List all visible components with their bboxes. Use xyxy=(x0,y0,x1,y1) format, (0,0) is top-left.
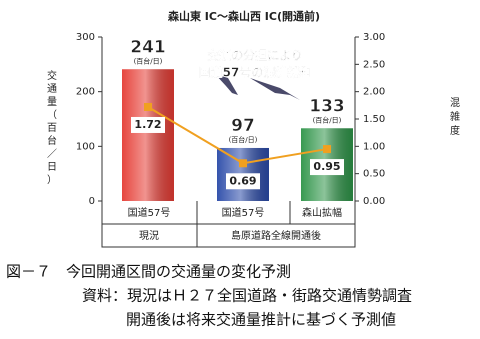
caption: 資料：現況はＨ２７全国道路・街路交通情勢調査 xyxy=(82,287,412,305)
chart-title: 森山東 IC～森山西 IC(開通前) xyxy=(168,9,320,23)
line-label: 0.69 xyxy=(229,174,256,187)
y-axis-label-char: 日 xyxy=(47,162,57,173)
y-tick-label: 200 xyxy=(76,87,95,98)
y2-tick-label: 0.00 xyxy=(363,196,385,207)
y2-tick-label: 2.00 xyxy=(363,87,385,98)
value-unit: (百台/日) xyxy=(134,56,163,65)
arrow xyxy=(215,74,238,95)
y2-tick-label: 1.50 xyxy=(363,114,385,125)
y-axis-label-char: 交 xyxy=(47,69,57,82)
annotation: 交通の分担により xyxy=(207,48,303,63)
y-tick-label: 0 xyxy=(89,196,95,207)
line-label: 0.95 xyxy=(313,160,340,173)
y2-axis-label-char: 混 xyxy=(450,97,460,109)
bar-shine xyxy=(122,69,174,202)
y2-axis-label-char: 雑 xyxy=(450,110,460,123)
y2-tick-label: 1.00 xyxy=(363,141,385,152)
line-marker xyxy=(239,159,247,168)
y-axis-label: 交通量（百台／ 日） xyxy=(47,69,57,186)
caption: 図－７ 今回開通区間の交通量の変化予測 xyxy=(6,263,291,281)
y-tick-label: 300 xyxy=(76,32,95,43)
value-label: 133 xyxy=(309,96,345,116)
value-unit: (百台/日) xyxy=(229,135,258,144)
line-label: 1.72 xyxy=(134,118,161,131)
y2-tick-label: 3.00 xyxy=(363,32,385,43)
x-tick-label: 国道57号 xyxy=(128,206,171,219)
y-axis-label-char: 通 xyxy=(47,83,57,95)
value-label: 241 xyxy=(130,37,166,57)
y-axis-label-char: （ xyxy=(47,109,57,121)
y2-axis-label-char: 度 xyxy=(450,124,460,137)
x-tick-label: 国道57号 xyxy=(222,206,265,219)
arrow xyxy=(250,78,300,100)
y-axis-label-char: 百 xyxy=(47,122,57,134)
y-axis-label-char: 台 xyxy=(47,134,57,147)
group-label: 現況 xyxy=(139,230,159,242)
y-axis-label-char: 量 xyxy=(47,96,57,108)
x-tick-label: 森山拡幅 xyxy=(302,206,342,219)
y-axis-label-char: ／ xyxy=(47,148,57,160)
line-label-bg xyxy=(310,159,344,176)
annotation: 国道57号の混雑緩和 xyxy=(199,65,312,80)
y2-axis-label: 混雑度 xyxy=(450,97,460,137)
y2-tick-label: 0.50 xyxy=(363,169,385,180)
y2-tick-label: 2.50 xyxy=(363,59,385,70)
group-label: 島原道路全線開通後 xyxy=(231,229,321,242)
y-tick-label: 100 xyxy=(76,141,95,152)
value-label: 97 xyxy=(231,116,255,136)
line-marker xyxy=(144,102,152,111)
value-unit: (百台/日) xyxy=(313,115,342,124)
caption: 開通後は将来交通量推計に基づく予測値 xyxy=(126,311,396,329)
line-label-bg xyxy=(226,173,260,190)
line-label-bg xyxy=(131,116,165,133)
line-marker xyxy=(323,145,331,154)
y-axis-label-char: ） xyxy=(47,174,57,186)
